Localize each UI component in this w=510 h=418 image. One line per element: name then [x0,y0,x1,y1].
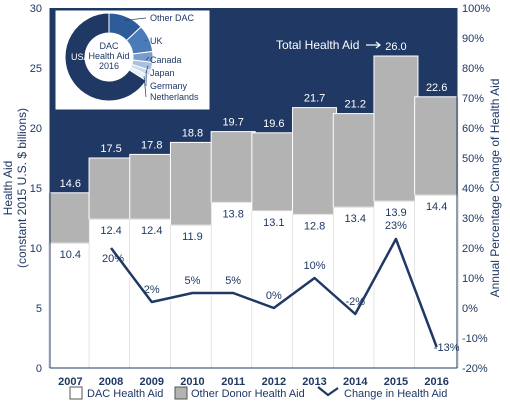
y2-tick-label: 40% [462,183,484,195]
change-label: 5% [184,275,200,287]
dac-label: 10.4 [60,249,81,261]
total-label: 19.7 [222,117,243,129]
bar-other-donor [89,158,133,219]
dac-label: 12.8 [304,220,325,232]
total-label: 19.6 [263,118,284,130]
x-tick-label: 2015 [384,376,408,388]
bar-other-donor [252,133,296,211]
bar-other-donor [170,142,214,225]
donut-label: Netherlands [150,92,199,102]
y2-tick-label: 0% [462,303,478,315]
y2-tick-label: 70% [462,93,484,105]
change-label: 23% [385,220,407,232]
bar-other-donor [48,193,92,243]
y2-tick-label: 60% [462,123,484,135]
bar-other-donor [415,97,459,195]
y2-tick-label: 30% [462,213,484,225]
bar-other-donor [293,108,337,215]
x-tick-label: 2011 [221,376,245,388]
change-label: -2% [345,296,365,308]
dac-label: 12.4 [141,225,162,237]
dac-label: 13.4 [345,213,366,225]
total-label: 17.8 [141,139,162,151]
donut-label: UK [150,36,163,46]
y-tick-label: 20 [30,123,42,135]
donut-label: Germany [150,81,188,91]
y2-tick-label: -20% [462,363,488,375]
change-label: 20% [102,253,124,265]
legend-swatch-dac [70,387,82,399]
legend-label-change: Change in Health Aid [344,388,447,400]
y2-tick-label: 10% [462,273,484,285]
x-tick-label: 2010 [180,376,204,388]
y2-axis-title-text: Annual Percentage Change of Health Aid [488,79,502,298]
change-label: 10% [304,260,326,272]
change-label: 0% [266,290,282,302]
dac-label: 14.4 [426,201,447,213]
total-label: 22.6 [426,82,447,94]
x-tick-label: 2007 [58,376,82,388]
donut-label-usa: USA [71,52,90,62]
total-label: 17.5 [100,143,121,155]
y2-tick-label: -10% [462,333,488,345]
donut-center-label: Health Aid [88,51,129,61]
legend-label-dac: DAC Health Aid [87,388,163,400]
y2-axis-title: Annual Percentage Change of Health Aid [488,79,502,298]
x-tick-label: 2009 [140,376,164,388]
dac-label: 13.9 [385,207,406,219]
donut-center-label: 2016 [99,61,119,71]
x-tick-label: 2012 [262,376,286,388]
dac-label: 11.9 [182,231,203,243]
y-tick-label: 15 [30,183,42,195]
annotation-total-health-aid: Total Health Aid [276,38,359,52]
y2-tick-label: 20% [462,243,484,255]
donut-label: Canada [150,55,182,65]
y2-tick-label: 80% [462,63,484,75]
y2-tick-label: 90% [462,33,484,45]
y-tick-label: 25 [30,63,42,75]
y-tick-label: 5 [36,303,42,315]
donut-center-label: DAC [99,41,119,51]
x-tick-label: 2014 [343,376,368,388]
change-label: 5% [225,275,241,287]
legend-swatch-other [175,387,187,399]
y-axis-title-line-2: (constant 2015 U.S. $ billions) [15,108,29,268]
total-label: 18.8 [182,127,203,139]
x-tick-label: 2013 [302,376,326,388]
change-label: 2% [144,284,160,296]
x-tick-label: 2016 [424,376,448,388]
y-axis-title: Health Aid (constant 2015 U.S. $ billion… [1,108,29,268]
bar-other-donor [211,132,255,203]
bar-other-donor [333,114,377,208]
legend-label-other: Other Donor Health Aid [191,388,305,400]
donut-label: Other DAC [150,13,195,23]
bar-dac [48,243,92,368]
dac-label: 13.1 [263,217,284,229]
bar-dac [89,219,133,368]
y-tick-label: 10 [30,243,42,255]
total-label: 26.0 [385,41,406,53]
total-label: 21.2 [345,99,366,111]
bar-other-donor [374,56,418,201]
dac-label: 12.4 [100,225,121,237]
total-label: 21.7 [304,93,325,105]
donut-label: Japan [150,68,175,78]
y2-tick-label: 100% [462,3,490,15]
bar-other-donor [130,154,174,219]
dac-label: 13.8 [222,208,243,220]
change-label: -13% [434,342,460,354]
y2-tick-label: 50% [462,153,484,165]
y-axis-title-line-1: Health Aid [1,161,15,216]
total-label: 14.6 [60,178,81,190]
legend-swatch-change [318,387,338,395]
y-tick-label: 30 [30,3,42,15]
y-tick-label: 0 [36,363,42,375]
x-tick-label: 2008 [99,376,123,388]
